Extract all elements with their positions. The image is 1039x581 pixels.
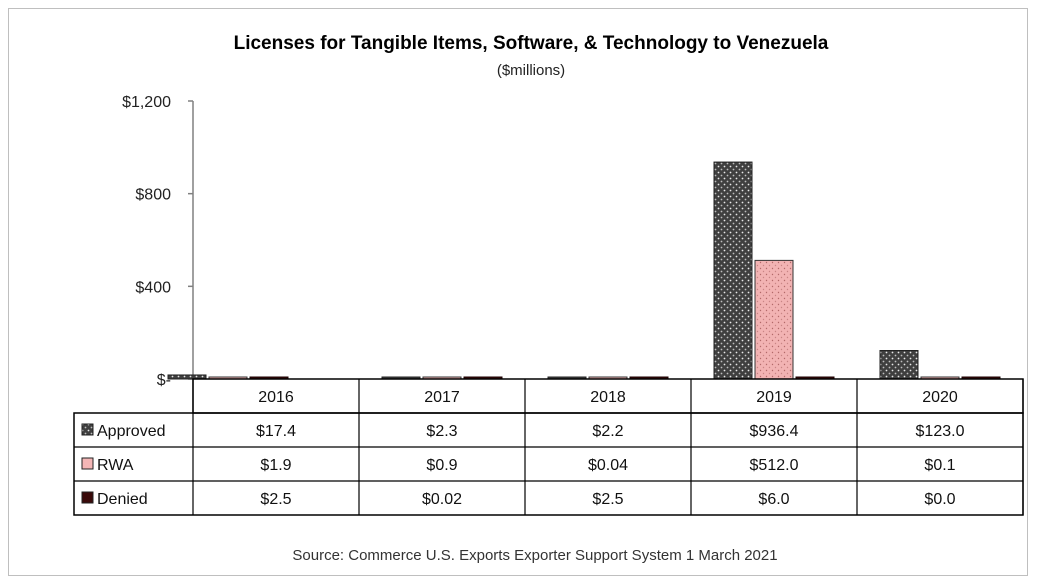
- legend-label-denied: Denied: [97, 491, 148, 508]
- data-label: $6.0: [758, 491, 789, 508]
- legend-swatch-approved: [81, 423, 94, 436]
- data-label: $0.0: [924, 491, 955, 508]
- data-label: $123.0: [916, 423, 965, 440]
- x-tick-label: 2017: [424, 389, 460, 406]
- legend-label-approved: Approved: [97, 423, 166, 440]
- bar-approved-2020: [879, 350, 919, 380]
- bars-group: [167, 161, 1001, 380]
- data-label: $2.2: [592, 423, 623, 440]
- y-axis: $- $400 $800 $1,200: [122, 94, 194, 389]
- data-table: 2016 2017 2018 2019 2020 Approved $17.4 $2.3 $2.…: [73, 378, 1024, 516]
- data-label: $512.0: [750, 457, 799, 474]
- x-tick-label: 2016: [258, 389, 294, 406]
- data-label: $936.4: [750, 423, 799, 440]
- data-label: $0.1: [924, 457, 955, 474]
- bar-rwa-2019: [754, 259, 794, 380]
- data-label: $17.4: [256, 423, 296, 440]
- y-tick-label: $1,200: [122, 94, 171, 111]
- chart-title: Licenses for Tangible Items, Software, &…: [234, 33, 829, 54]
- x-tick-label: 2019: [756, 389, 792, 406]
- y-tick-label: $400: [135, 279, 171, 296]
- data-label: $2.5: [260, 491, 291, 508]
- chart-subtitle: ($millions): [497, 62, 565, 79]
- data-label: $2.3: [426, 423, 457, 440]
- x-tick-label: 2020: [922, 389, 958, 406]
- legend-label-rwa: RWA: [97, 457, 134, 474]
- bar-approved-2016: [167, 374, 207, 380]
- bar-approved-2019: [713, 161, 753, 380]
- data-label: $0.9: [426, 457, 457, 474]
- data-label: $0.02: [422, 491, 462, 508]
- chart-frame: Licenses for Tangible Items, Software, &…: [8, 8, 1028, 576]
- data-label: $2.5: [592, 491, 623, 508]
- data-label: $1.9: [260, 457, 291, 474]
- legend-swatch-rwa: [81, 457, 94, 470]
- source-note: Source: Commerce U.S. Exports Exporter S…: [292, 547, 777, 564]
- table-body-border: [73, 412, 1024, 516]
- chart-svg: Licenses for Tangible Items, Software, &…: [73, 33, 1024, 564]
- y-tick-label: $800: [135, 187, 171, 204]
- data-label: $0.04: [588, 457, 628, 474]
- legend-swatch-denied: [81, 491, 94, 504]
- x-tick-label: 2018: [590, 389, 626, 406]
- y-tick-label: $-: [157, 372, 171, 389]
